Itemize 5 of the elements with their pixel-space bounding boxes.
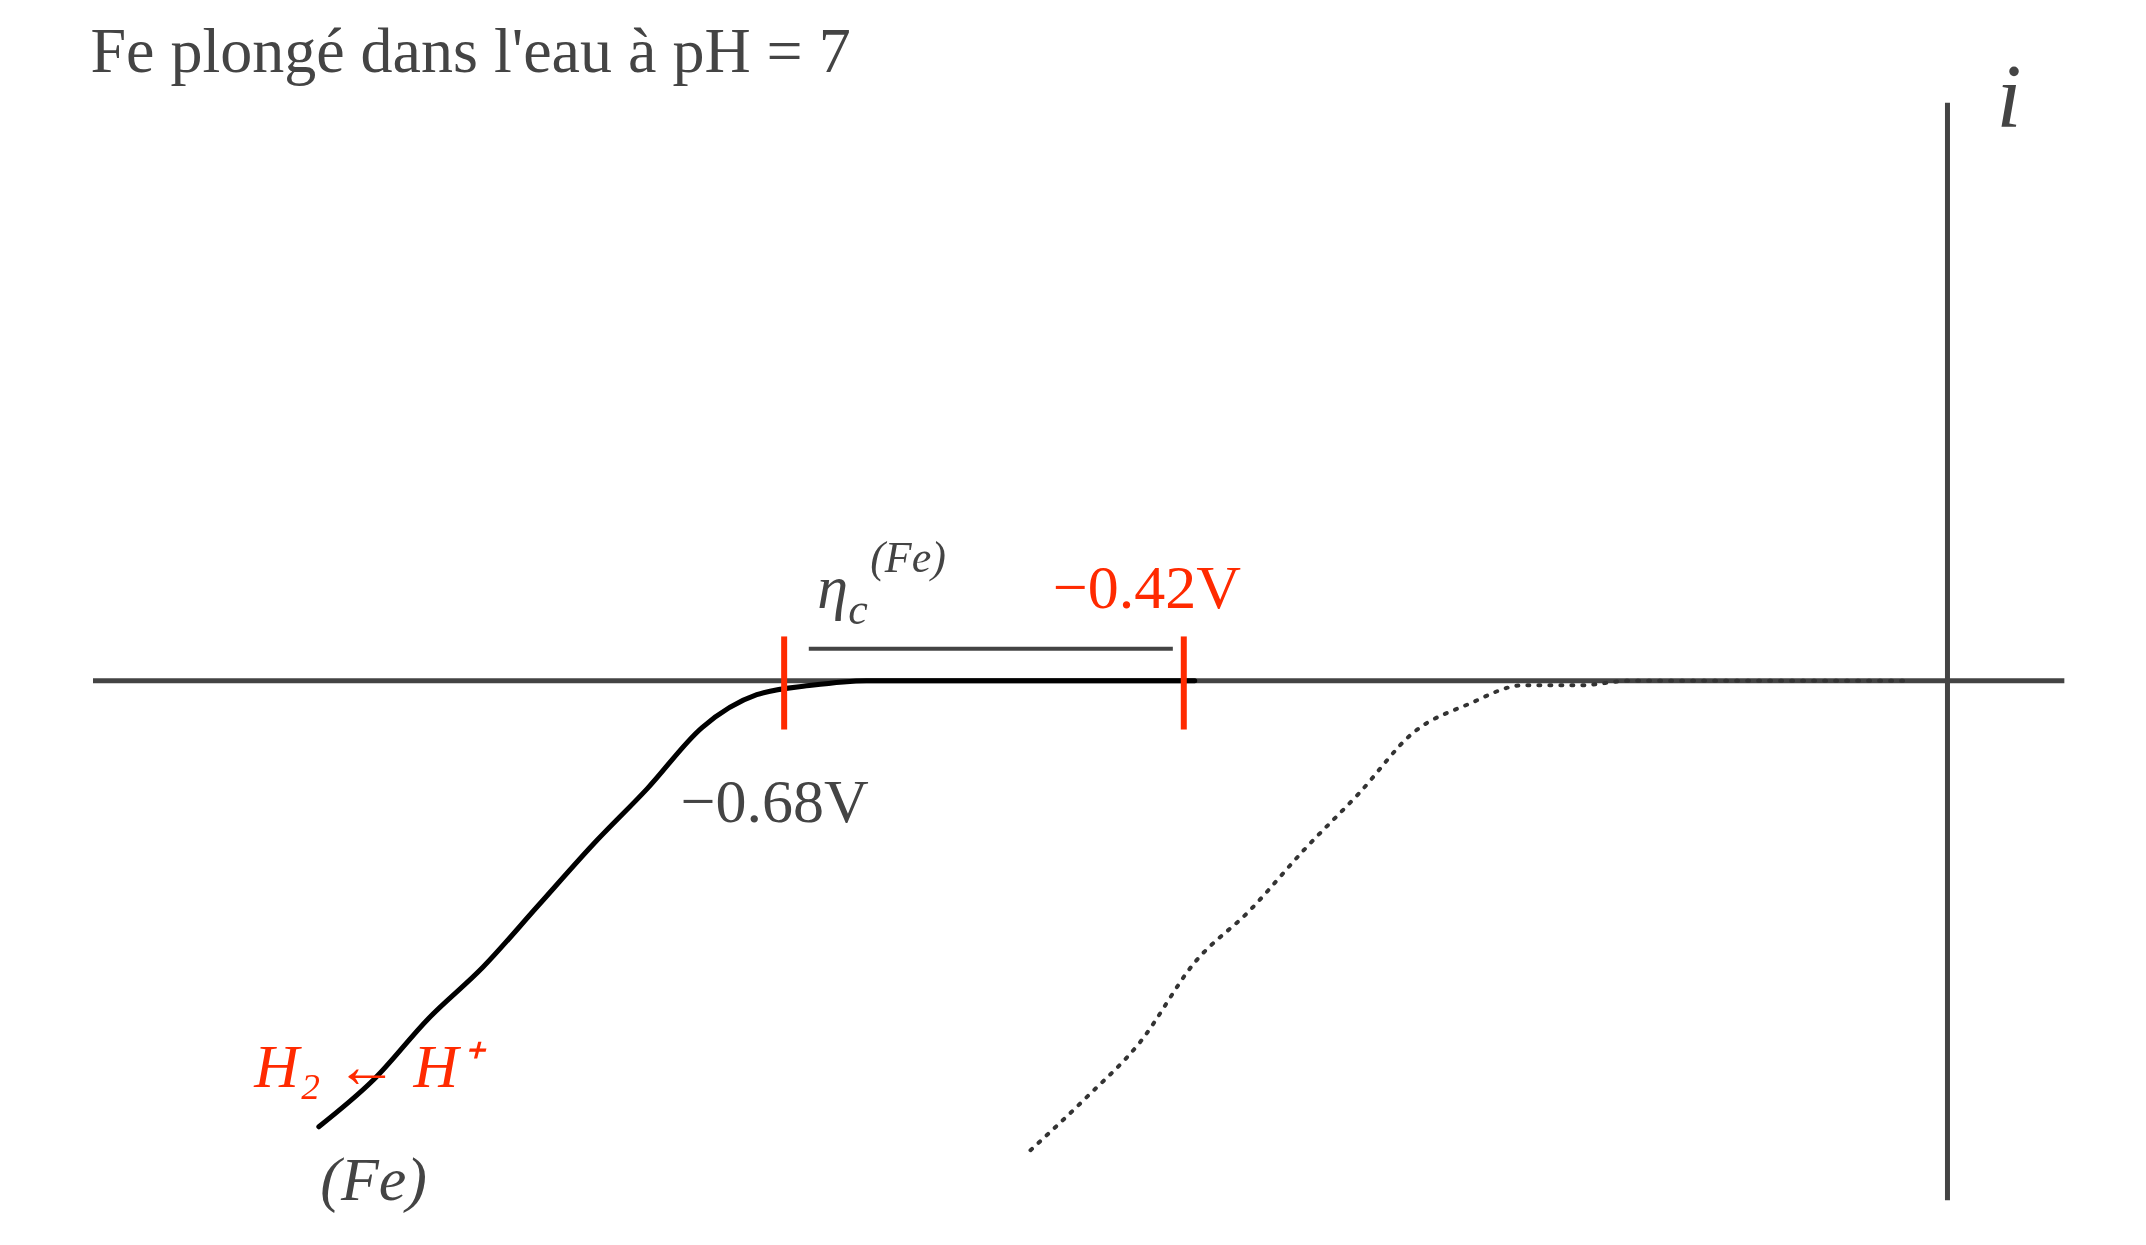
chart-title: Fe plongé dans l'eau à pH = 7	[90, 14, 851, 86]
annotation: (Fe)	[320, 1145, 427, 1215]
text: −0.42V	[1052, 552, 1242, 621]
annotation: −0.68V	[680, 767, 869, 836]
text: i	[1996, 46, 2022, 146]
